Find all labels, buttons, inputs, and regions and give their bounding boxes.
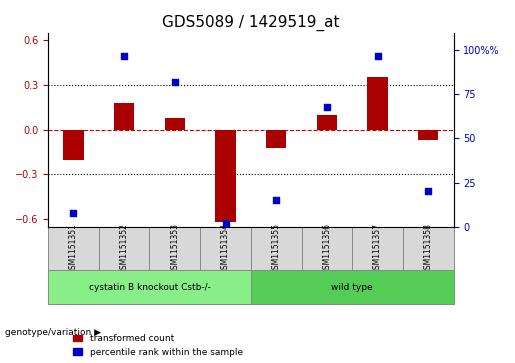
FancyBboxPatch shape (302, 227, 352, 270)
Point (424, 188, 433, 194)
FancyBboxPatch shape (403, 227, 454, 270)
Text: wild type: wild type (332, 283, 373, 292)
Text: GSM1151351: GSM1151351 (69, 223, 78, 274)
Text: cystatin B knockout Cstb-/-: cystatin B knockout Cstb-/- (89, 283, 211, 292)
Point (272, 197, 280, 203)
FancyBboxPatch shape (99, 227, 149, 270)
Bar (418, 130, 438, 140)
Text: GSM1151358: GSM1151358 (424, 223, 433, 274)
FancyBboxPatch shape (251, 270, 454, 305)
Point (170, 79, 179, 85)
FancyBboxPatch shape (352, 227, 403, 270)
Bar (215, 130, 236, 222)
FancyBboxPatch shape (200, 227, 251, 270)
Point (373, 53, 382, 58)
Legend: transformed count, percentile rank within the sample: transformed count, percentile rank withi… (72, 333, 245, 359)
FancyBboxPatch shape (149, 227, 200, 270)
Point (323, 104, 331, 110)
FancyBboxPatch shape (48, 227, 99, 270)
Point (120, 53, 128, 58)
Bar (317, 115, 337, 130)
Bar (63, 130, 83, 159)
Text: GSM1151356: GSM1151356 (322, 223, 332, 274)
Text: GSM1151352: GSM1151352 (119, 223, 129, 274)
Bar (266, 130, 286, 148)
Bar (114, 103, 134, 130)
Text: GSM1151354: GSM1151354 (221, 223, 230, 274)
Point (221, 220, 230, 226)
Text: GSM1151355: GSM1151355 (272, 223, 281, 274)
Point (70, 210, 78, 216)
Text: GSM1151353: GSM1151353 (170, 223, 179, 274)
Bar (165, 118, 185, 130)
Title: GDS5089 / 1429519_at: GDS5089 / 1429519_at (162, 15, 339, 31)
FancyBboxPatch shape (251, 227, 302, 270)
FancyBboxPatch shape (48, 270, 251, 305)
Text: GSM1151357: GSM1151357 (373, 223, 382, 274)
Bar (368, 77, 388, 130)
Text: genotype/variation ▶: genotype/variation ▶ (5, 328, 101, 337)
